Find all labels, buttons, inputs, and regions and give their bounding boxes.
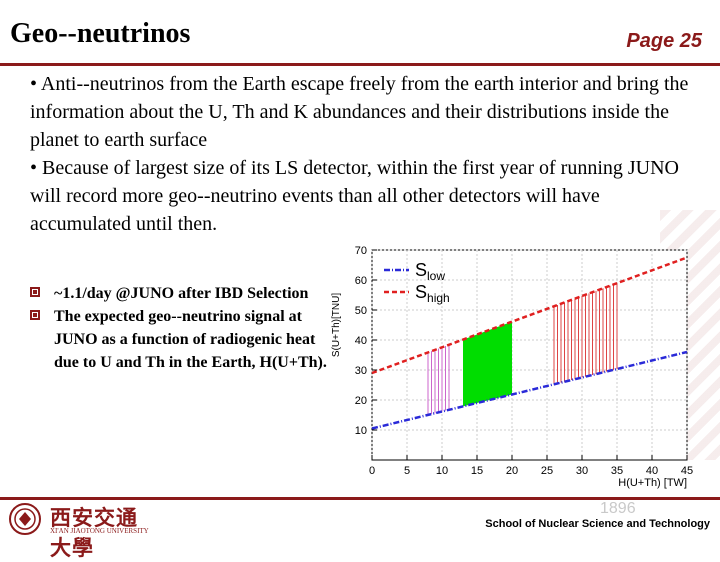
y-tick-label: 60 [355, 275, 367, 287]
bullet-item-1: ~1.1/day @JUNO after IBD Selection [30, 282, 335, 305]
school-name: School of Nuclear Science and Technology [485, 518, 710, 530]
bullet-text-2: The expected geo--neutrino signal at JUN… [54, 308, 327, 371]
x-tick-label: 25 [541, 465, 553, 477]
geo-neutrino-chart: 0 5 10 15 20 25 30 35 40 45 10 20 30 40 50 60 70 H(U+Th) … [331, 245, 693, 489]
x-tick-label: 10 [436, 465, 448, 477]
slide-title: Geo--neutrinos [10, 18, 191, 49]
bullet-list: ~1.1/day @JUNO after IBD Selection The e… [30, 282, 335, 374]
x-tick-label: 0 [369, 465, 375, 477]
footer-divider [0, 497, 720, 500]
logo-english-name: XI'AN JIAOTONG UNIVERSITY [50, 527, 149, 535]
body-text: • Anti--neutrinos from the Earth escape … [30, 70, 690, 238]
plot-frame [371, 249, 688, 461]
x-tick-label: 45 [681, 465, 693, 477]
x-tick-label: 5 [404, 465, 410, 477]
paragraph-2: • Because of largest size of its LS dete… [30, 157, 680, 235]
x-tick-label: 15 [471, 465, 483, 477]
x-tick-label: 35 [611, 465, 623, 477]
band-1 [463, 321, 512, 407]
founding-year: 1896 [600, 500, 636, 517]
bullet-box-icon [30, 287, 40, 297]
university-seal-icon [9, 503, 41, 535]
university-logo: 西安交通大學 XI'AN JIAOTONG UNIVERSITY [8, 502, 158, 560]
x-tick-label: 30 [576, 465, 588, 477]
legend-label: Shigh [415, 282, 450, 305]
bullet-item-2: The expected geo--neutrino signal at JUN… [30, 305, 335, 374]
header-divider [0, 63, 720, 66]
x-tick-label: 20 [506, 465, 518, 477]
legend-label: Slow [415, 260, 445, 283]
y-axis-label: S(U+Th)[TNU] [331, 293, 342, 357]
series-line-s-low [371, 350, 688, 430]
x-tick-label: 40 [646, 465, 658, 477]
y-tick-label: 40 [355, 335, 367, 347]
bullet-box-icon [30, 310, 40, 320]
y-tick-label: 20 [355, 395, 367, 407]
paragraph-1: • Anti--neutrinos from the Earth escape … [30, 73, 689, 151]
bullet-text-1: ~1.1/day @JUNO after IBD Selection [54, 285, 309, 302]
page-number: Page 25 [626, 30, 702, 52]
x-axis-label: H(U+Th) [TW] [618, 477, 687, 489]
y-tick-label: 50 [355, 305, 367, 317]
y-tick-label: 10 [355, 425, 367, 437]
y-tick-label: 30 [355, 365, 367, 377]
y-tick-label: 70 [355, 245, 367, 257]
